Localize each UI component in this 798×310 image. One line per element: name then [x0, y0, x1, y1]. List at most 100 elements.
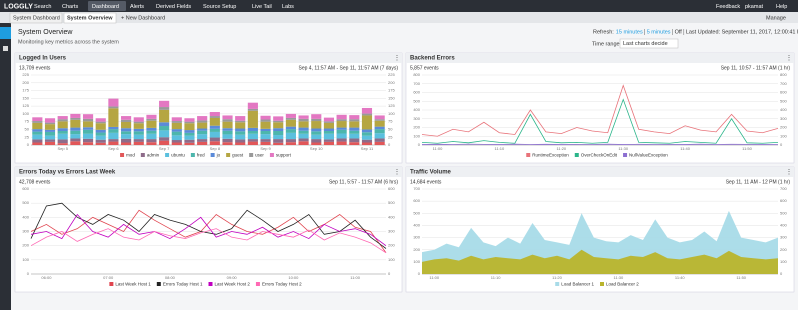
legend-label[interactable]: RuntimeException: [532, 152, 569, 157]
bar-segment: [70, 138, 81, 142]
bar-segment: [323, 128, 335, 131]
manage-link[interactable]: Manage: [766, 15, 786, 21]
panel-menu[interactable]: ⋮: [786, 56, 792, 62]
bar-segment: [133, 121, 144, 124]
legend-label[interactable]: jo: [216, 152, 221, 157]
bar-segment: [108, 106, 119, 109]
time-range: Sep 4, 11:57 AM - Sep 11, 11:57 AM (7 da…: [298, 65, 398, 71]
dashboard-title: System Overview: [18, 29, 73, 36]
bar-segment: [311, 134, 322, 140]
nav-right-item[interactable]: Feedback: [716, 4, 740, 10]
bar-segment: [209, 128, 220, 132]
bar-segment: [285, 139, 296, 143]
bar-segment: [197, 128, 208, 131]
nav-right-item[interactable]: Help: [776, 4, 787, 10]
legend-label[interactable]: guest: [232, 152, 244, 157]
sidebar-active[interactable]: [0, 27, 11, 39]
legend-label[interactable]: fred: [197, 152, 205, 157]
y-tick-label: 75: [388, 119, 393, 124]
x-tick-label: 06:00: [41, 275, 52, 280]
bar-segment: [209, 116, 220, 118]
y-tick-label: 500: [22, 200, 29, 205]
time-range-select[interactable]: [619, 38, 679, 49]
refresh-option[interactable]: 5 minutes: [647, 29, 671, 35]
y-tick-label: 0: [388, 271, 391, 276]
nav-item[interactable]: Alerts: [130, 4, 144, 10]
bar-segment: [349, 130, 360, 134]
bar-segment: [222, 134, 233, 139]
legend-label[interactable]: NullValueException: [629, 152, 668, 157]
bar-segment: [273, 135, 284, 140]
refresh-option[interactable]: Off: [675, 29, 683, 35]
y-tick-label: 800: [780, 72, 787, 77]
bar-segment: [235, 122, 246, 129]
bar-segment: [311, 142, 322, 145]
bar-segment: [70, 117, 81, 120]
panel-menu[interactable]: ⋮: [394, 56, 400, 62]
bar-segment: [323, 131, 335, 134]
bar-segment: [273, 131, 284, 136]
legend-label[interactable]: mod: [126, 152, 135, 157]
bar-segment: [374, 138, 385, 142]
refresh-option[interactable]: 15 minutes: [616, 29, 643, 35]
nav-item[interactable]: Derived Fields: [156, 4, 191, 10]
y-tick-label: 400: [388, 214, 395, 219]
bar-segment: [222, 142, 233, 145]
tab-label[interactable]: System Overview: [67, 15, 113, 21]
y-tick-label: 100: [413, 133, 420, 138]
bar-segment: [273, 128, 284, 131]
y-tick-label: 700: [780, 81, 787, 86]
tab-label[interactable]: System Dashboard: [13, 15, 60, 21]
x-tick-label: 07:00: [103, 275, 114, 280]
panel-menu[interactable]: ⋮: [786, 170, 792, 176]
bar-segment: [57, 131, 68, 134]
y-tick-label: 100: [780, 259, 787, 264]
bar-segment: [70, 127, 81, 131]
tab[interactable]: [9, 12, 63, 24]
bar-segment: [209, 125, 220, 129]
nav-item[interactable]: Search: [34, 4, 51, 10]
nav-right-item[interactable]: pkamat: [745, 4, 764, 10]
x-tick-label: 11:10: [491, 275, 501, 280]
bar-segment: [44, 124, 56, 130]
bar-segment: [108, 108, 119, 127]
legend-label[interactable]: Last Week Host 1: [115, 281, 151, 286]
legend-label[interactable]: Errors Today Host 1: [163, 281, 203, 286]
legend-label[interactable]: OverCheckOnEdit: [581, 152, 618, 157]
legend-label[interactable]: Load Balancer 2: [606, 281, 639, 286]
nav-item[interactable]: Charts: [62, 4, 78, 10]
legend-label[interactable]: admin: [147, 152, 160, 157]
nav-item[interactable]: Dashboard: [92, 4, 119, 10]
bar-segment: [44, 118, 56, 123]
nav-item[interactable]: Labs: [282, 4, 294, 10]
legend-label[interactable]: support: [276, 152, 292, 157]
legend-label[interactable]: Last Week Host 2: [215, 281, 251, 286]
nav-item[interactable]: Live Tail: [252, 4, 272, 10]
bar-segment: [146, 130, 157, 134]
bar-segment: [361, 129, 373, 133]
y-tick-label: 400: [780, 107, 787, 112]
legend-label[interactable]: Load Balancer 1: [561, 281, 594, 286]
panel-menu[interactable]: ⋮: [394, 170, 400, 176]
bar-segment: [82, 142, 94, 145]
y-tick-label: 0: [418, 271, 421, 276]
legend-label[interactable]: ubuntu: [171, 152, 185, 157]
tab-label[interactable]: + New Dashboard: [121, 15, 165, 21]
x-tick-label: 11:50: [742, 146, 752, 151]
panel-header: [15, 167, 402, 177]
logo[interactable]: LOGGLY: [4, 3, 33, 10]
bar-segment: [197, 122, 208, 129]
tab[interactable]: [63, 12, 117, 24]
panel-title: Backend Errors: [410, 56, 455, 62]
time-range-value[interactable]: Last charts decide: [623, 41, 668, 47]
legend-label[interactable]: user: [255, 152, 264, 157]
sidebar-icon[interactable]: [3, 46, 8, 51]
legend-swatch: [156, 282, 161, 286]
bar-segment: [171, 121, 182, 123]
bar-segment: [197, 134, 208, 140]
y-tick-label: 50: [25, 127, 30, 132]
nav-item[interactable]: Source Setup: [203, 4, 236, 10]
bar-segment: [361, 135, 373, 140]
legend-label[interactable]: Errors Today Host 2: [262, 281, 302, 286]
y-tick-label: 0: [27, 142, 30, 147]
